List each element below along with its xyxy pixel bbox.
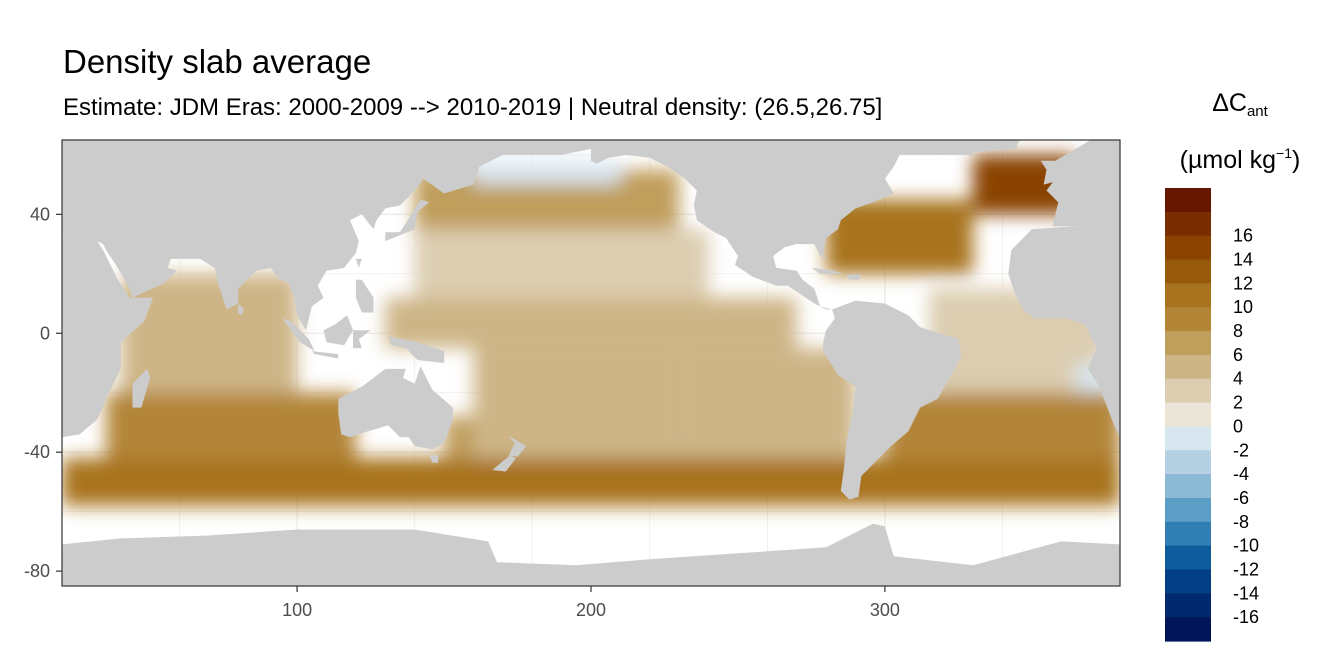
land-africa-east (1008, 223, 1120, 438)
y-tick-label: 0 (40, 323, 50, 343)
legend-swatch (1165, 307, 1211, 332)
legend-swatch (1165, 259, 1211, 284)
chart-subtitle: Estimate: JDM Eras: 2000-2009 --> 2010-2… (63, 94, 883, 121)
legend-label: 2 (1233, 393, 1243, 413)
land-new-zealand (508, 435, 527, 457)
land-cuba (811, 267, 844, 274)
legend-label: 16 (1233, 226, 1253, 246)
legend-label: -2 (1233, 440, 1249, 460)
land-hispaniola (846, 274, 862, 280)
legend-swatch (1165, 211, 1211, 237)
legend-label: 12 (1233, 273, 1253, 293)
land-africa (62, 238, 154, 438)
legend-swatch (1165, 497, 1211, 523)
region-south-pacific-east (679, 348, 856, 459)
legend-title-unit: (µmol kg−1) (1160, 138, 1320, 175)
land-java (311, 351, 339, 359)
land-europe-east (1046, 140, 1120, 227)
land-taiwan (355, 258, 362, 268)
land-new-zealand-south (492, 455, 517, 472)
land-japan (385, 199, 430, 242)
legend-label: -12 (1233, 559, 1259, 579)
y-tick-label: 40 (30, 204, 50, 224)
land-borneo (323, 315, 353, 346)
legend-label: -16 (1233, 607, 1259, 627)
legend-swatch (1165, 521, 1211, 547)
land-sumatra (282, 318, 315, 352)
region-southern-ocean-band (62, 458, 1120, 506)
legend-swatch (1165, 450, 1211, 475)
land-philippines (355, 279, 374, 313)
x-tick-label: 300 (870, 600, 900, 620)
legend-swatch (1165, 545, 1211, 571)
land-mask (62, 140, 1120, 586)
x-tick-label: 200 (576, 600, 606, 620)
y-tick-label: -40 (24, 442, 50, 462)
land-new-guinea (388, 336, 445, 363)
region-north-pacific-subtropical (414, 229, 709, 298)
land-greenland (884, 140, 1018, 155)
x-tick-label: 100 (282, 600, 312, 620)
region-south-indian-ocean (106, 392, 356, 459)
land-australia (338, 366, 453, 450)
legend-label: -10 (1233, 536, 1259, 556)
land-north-america (591, 140, 974, 310)
data-regions (62, 154, 1120, 506)
color-legend: 16 14 12 10 8 6 4 2 0 -2 -4 -6 -8 -10 -12 -14 -16 (1165, 188, 1259, 642)
legend-label: 6 (1233, 345, 1243, 365)
legend-label: -14 (1233, 583, 1259, 603)
legend-label: 14 (1233, 250, 1253, 270)
legend-title-subscript: ant (1246, 103, 1268, 120)
legend-swatch (1165, 617, 1211, 642)
legend-unit-suffix: ) (1292, 146, 1301, 174)
legend-unit-prefix: (µmol kg (1179, 146, 1277, 174)
legend-swatch (1165, 235, 1211, 261)
legend-label: 8 (1233, 321, 1243, 341)
region-south-pacific-west (473, 348, 680, 459)
legend-label: -6 (1233, 488, 1249, 508)
legend-title-symbol: ΔC (1212, 89, 1247, 117)
legend-swatch (1165, 569, 1211, 594)
land-madagascar (132, 368, 151, 408)
legend-swatch (1165, 402, 1211, 428)
region-north-indian-ocean (120, 273, 298, 393)
legend-title-variable: ΔCant (1160, 88, 1320, 127)
legend-swatch (1165, 426, 1211, 451)
legend-swatch (1165, 188, 1211, 213)
land-eurasia (62, 140, 591, 331)
legend-label: -8 (1233, 512, 1249, 532)
legend-swatch (1165, 593, 1211, 618)
region-equatorial-pacific (385, 297, 797, 349)
legend-swatch (1165, 331, 1211, 356)
region-bering-gulf-of-alaska (473, 160, 621, 185)
legend-label: -4 (1233, 464, 1249, 484)
legend-label: 4 (1233, 369, 1243, 389)
land-iceland (993, 140, 1021, 145)
legend-swatch (1165, 354, 1211, 380)
land-sulawesi (353, 330, 371, 349)
land-antarctica (62, 523, 1120, 586)
chart-title: Density slab average (63, 43, 372, 80)
legend-swatch (1165, 378, 1211, 404)
legend-swatch (1165, 283, 1211, 308)
land-sri-lanka (237, 303, 245, 316)
y-tick-label: -80 (24, 561, 50, 581)
legend-label: 0 (1233, 416, 1243, 436)
legend-swatch (1165, 474, 1211, 499)
legend-label: 10 (1233, 297, 1253, 317)
legend-unit-exponent: −1 (1276, 145, 1292, 161)
land-tasmania (429, 455, 439, 463)
land-south-america (823, 300, 962, 500)
